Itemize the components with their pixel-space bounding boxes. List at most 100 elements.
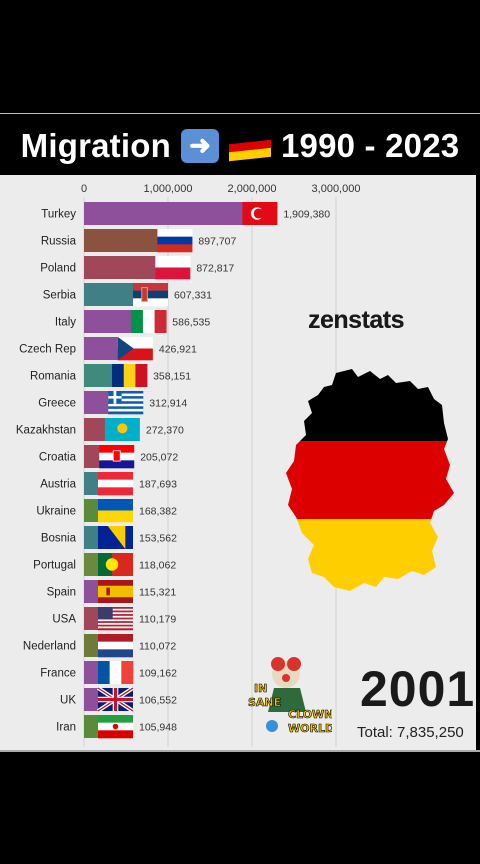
flag-stripe [98, 610, 133, 613]
bar-portugal [84, 553, 98, 576]
flag-turkey-crescent-cut [253, 208, 264, 219]
flag-stripe [98, 499, 133, 511]
flag-stripe [98, 634, 133, 642]
flag-stripe [108, 406, 144, 410]
title-bar: Migration ➜ 1990 - 2023 [0, 117, 480, 174]
flag-stripe [99, 445, 135, 453]
category-label-russia: Russia [41, 236, 77, 248]
flag-serbia-emblem [141, 287, 148, 302]
watermark-zenstats: zenstats [308, 306, 405, 334]
flag-stripe [98, 617, 133, 620]
flag-stripe [98, 628, 133, 631]
flag-stripe [98, 661, 110, 684]
bar-italy [84, 310, 134, 333]
bar-czech-rep [84, 337, 120, 360]
bar-romania [84, 364, 115, 387]
bar-croatia [84, 445, 102, 468]
value-label-nederland: 110,072 [139, 641, 176, 653]
category-label-ukraine: Ukraine [36, 506, 76, 518]
category-label-iran: Iran [56, 722, 76, 734]
flag-stripe [98, 607, 133, 610]
flag-spain-emblem [106, 587, 110, 596]
value-label-italy: 586,535 [172, 317, 210, 329]
x-tick-label: 0 [81, 183, 87, 195]
flag-stripe [108, 391, 144, 394]
x-tick-label: 1,000,000 [144, 183, 193, 195]
flag-stripe [123, 364, 136, 387]
flag-stripe [98, 614, 133, 617]
germany-flag-icon [228, 130, 271, 161]
flag-stripe [98, 626, 133, 629]
bar-spain [84, 580, 98, 603]
total-label: Total: 7,835,250 [357, 724, 464, 741]
flag-stripe [108, 403, 144, 407]
value-label-czech-rep: 426,921 [159, 344, 197, 356]
value-label-kazakhstan: 272,370 [146, 425, 184, 437]
bar-france [84, 661, 98, 684]
value-label-greece: 312,914 [149, 398, 187, 410]
category-label-romania: Romania [30, 371, 77, 383]
bar-greece [84, 391, 111, 414]
flag-croatia-shield [112, 450, 121, 462]
flag-stripe [135, 364, 148, 387]
flag-stripe [108, 408, 144, 412]
category-label-austria: Austria [40, 479, 76, 491]
flag-stripe [117, 348, 153, 361]
x-tick-label: 2,000,000 [228, 183, 277, 195]
flag-stripe [98, 649, 133, 658]
category-label-spain: Spain [47, 587, 76, 599]
flag-stripe [98, 510, 133, 523]
top-divider [0, 113, 480, 114]
flag-stripe [133, 298, 169, 307]
right-arrow-icon: ➜ [180, 128, 219, 163]
flag-stripe [121, 661, 134, 684]
bar-poland [84, 256, 158, 279]
flag-stripe [98, 621, 133, 624]
year-label: 2001 [360, 661, 476, 717]
flag-stripe [157, 236, 193, 245]
value-label-ukraine: 168,382 [139, 506, 177, 518]
value-label-poland: 872,817 [196, 263, 234, 275]
flag-iran-emblem [112, 723, 119, 730]
bar-bosnia [84, 526, 98, 549]
flag-stripe [108, 396, 144, 399]
flag-portugal-emblem [105, 558, 119, 571]
flag-stripe [117, 337, 153, 349]
svg-text:IN: IN [254, 682, 267, 695]
value-label-iran: 105,948 [139, 722, 177, 734]
flag-spain-band [98, 585, 133, 598]
flag-stripe [155, 267, 191, 280]
category-label-italy: Italy [55, 317, 76, 329]
svg-text:WORLD: WORLD [288, 722, 332, 735]
flag-stripe [155, 256, 191, 268]
flag-stripe [98, 730, 133, 739]
flag-usa-canton [98, 607, 113, 620]
flag-stripe [108, 411, 144, 415]
bar-uk [84, 688, 98, 711]
category-label-usa: USA [52, 614, 76, 626]
flag-stripe [131, 310, 144, 333]
bar-kazakhstan [84, 418, 107, 441]
flag-stripe [157, 244, 193, 253]
value-label-spain: 115,321 [139, 587, 176, 599]
flag-kazakhstan-sun [117, 423, 128, 434]
flag-stripe [98, 624, 133, 627]
flag-stripe [99, 460, 135, 469]
flag-stripe [98, 619, 133, 622]
flag-stripe [98, 487, 133, 496]
value-label-france: 109,162 [139, 668, 177, 680]
value-label-usa: 110,179 [139, 614, 176, 626]
flag-stripe [98, 472, 133, 480]
category-label-czech-rep: Czech Rep [19, 344, 76, 356]
category-label-croatia: Croatia [39, 452, 77, 464]
flag-stripe [108, 398, 144, 402]
bar-usa [84, 607, 98, 630]
value-label-portugal: 118,062 [139, 560, 176, 572]
svg-text:SANE: SANE [248, 696, 281, 709]
svg-text:CLOWN: CLOWN [288, 708, 332, 721]
flag-portugal-red [112, 553, 133, 576]
value-label-serbia: 607,331 [174, 290, 212, 302]
category-label-serbia: Serbia [43, 290, 77, 302]
flag-greece-cross-h [108, 396, 122, 399]
flag-stripe [154, 310, 167, 333]
